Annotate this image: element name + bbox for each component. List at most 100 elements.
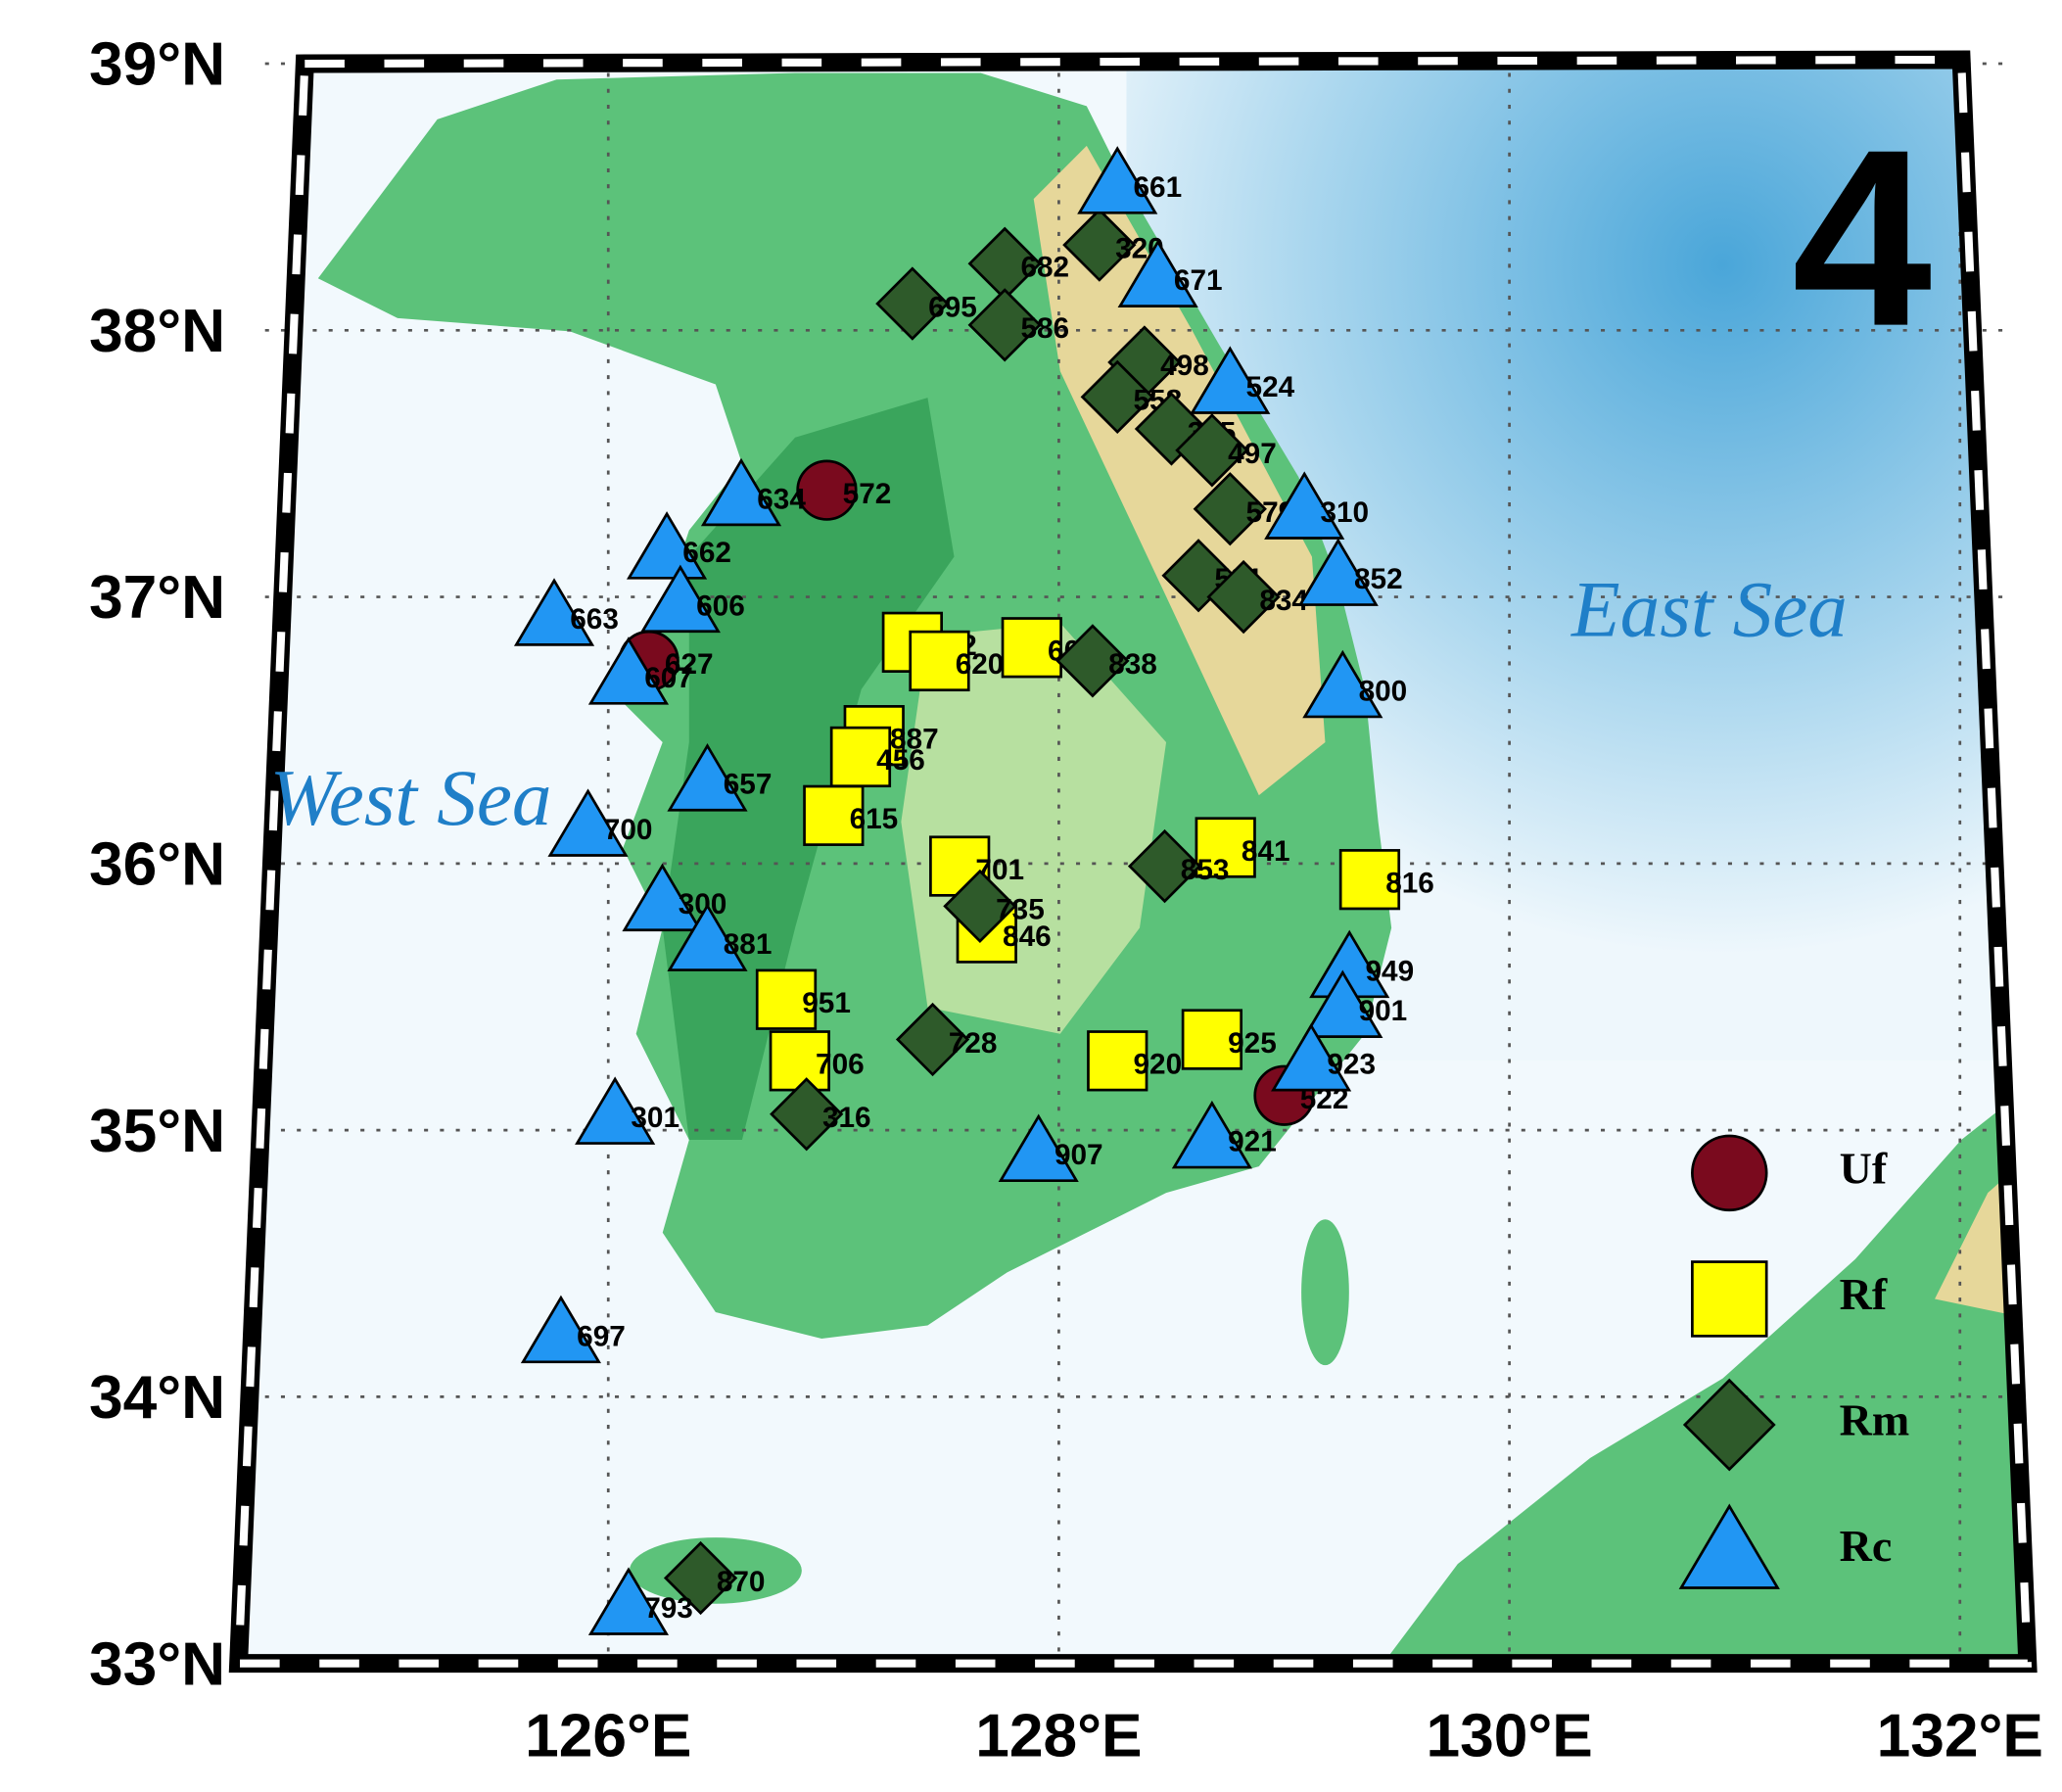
panel-label: 4 <box>1792 98 1934 379</box>
sea-label: West Sea <box>270 754 552 842</box>
station-label: 497 <box>1228 438 1277 470</box>
station-label: 586 <box>1020 312 1069 345</box>
station-label: 700 <box>604 814 653 846</box>
station-label: 951 <box>802 987 851 1019</box>
marker-square <box>1181 1009 1243 1070</box>
marker-square <box>755 968 818 1030</box>
station-label: 921 <box>1228 1126 1277 1158</box>
marker-triangle <box>700 457 782 527</box>
marker-diamond <box>967 288 1042 362</box>
station-label: 841 <box>1242 835 1290 868</box>
marker-circle <box>1691 1134 1768 1212</box>
lon-tick-label: 132°E <box>1877 1702 2043 1769</box>
stations: 5726275226026206088874566157018468418169… <box>513 146 1434 1635</box>
legend-label: Rf <box>1840 1269 1888 1319</box>
station-label: 498 <box>1160 350 1209 382</box>
marker-triangle <box>575 1076 656 1145</box>
marker-square <box>1691 1260 1768 1338</box>
marker-triangle <box>1171 1100 1252 1169</box>
marker-triangle <box>1271 1022 1352 1092</box>
marker-square <box>803 784 865 846</box>
legend-label: Uf <box>1840 1143 1888 1193</box>
station-label: 663 <box>570 603 619 636</box>
station-label: 671 <box>1174 264 1223 297</box>
marker-triangle <box>1077 146 1158 214</box>
station-label: 627 <box>665 648 714 681</box>
station-label: 606 <box>696 589 745 622</box>
marker-triangle <box>667 903 748 971</box>
marker-triangle <box>639 564 721 634</box>
station-label: 920 <box>1133 1049 1182 1081</box>
lat-tick-label: 37°N <box>89 564 225 632</box>
marker-square <box>1087 1030 1148 1092</box>
station-label: 907 <box>1054 1139 1103 1171</box>
marker-triangle <box>520 1295 602 1364</box>
marker-triangle <box>1264 471 1345 540</box>
marker-triangle <box>1302 969 1383 1038</box>
marker-diamond <box>1127 828 1202 904</box>
marker-diamond <box>1175 413 1249 488</box>
marker-diamond <box>663 1540 738 1616</box>
marker-triangle <box>1678 1503 1780 1589</box>
marker-diamond <box>1080 359 1154 435</box>
marker-triangle <box>587 1567 670 1635</box>
frame-dash <box>234 55 2033 1668</box>
marker-square <box>1338 849 1401 911</box>
marker-triangle <box>622 863 703 932</box>
station-label: 657 <box>724 769 773 801</box>
marker-diamond <box>1062 208 1137 282</box>
station-label: 301 <box>631 1102 680 1134</box>
lat-tick-label: 34°N <box>89 1364 225 1432</box>
lon-tick-label: 130°E <box>1426 1702 1592 1769</box>
station-label: 661 <box>1133 171 1182 204</box>
station-label: 800 <box>1359 675 1408 707</box>
marker-diamond <box>1134 392 1209 466</box>
sea-label: East Sea <box>1570 566 1848 654</box>
station-label: 925 <box>1228 1027 1277 1060</box>
lat-tick-label: 33°N <box>89 1630 225 1698</box>
lat-tick-label: 35°N <box>89 1098 225 1165</box>
marker-diamond <box>1206 559 1281 635</box>
station-label: 887 <box>890 723 939 755</box>
station-label: 735 <box>996 894 1045 926</box>
station-label: 662 <box>682 537 731 569</box>
station-label: 607 <box>644 662 693 694</box>
station-label: 834 <box>1259 585 1308 617</box>
station-label: 316 <box>822 1102 871 1134</box>
station-label: 697 <box>577 1320 626 1352</box>
station-label: 853 <box>1181 854 1230 886</box>
marker-circle <box>796 459 858 521</box>
legend: Uf Rf Rm Rc <box>1678 1134 1909 1589</box>
marker-diamond <box>1055 624 1130 698</box>
station-label: 682 <box>1020 251 1069 283</box>
marker-diamond <box>943 869 1017 944</box>
station-label: 870 <box>717 1566 766 1598</box>
station-label: 524 <box>1246 371 1295 403</box>
station-label: 852 <box>1354 563 1403 595</box>
marker-square <box>769 1030 830 1092</box>
station-label: 634 <box>757 483 806 515</box>
station-label: 728 <box>949 1027 998 1060</box>
station-label: 793 <box>644 1592 693 1625</box>
lon-tick-label: 128°E <box>975 1702 1142 1769</box>
station-label: 923 <box>1327 1049 1376 1081</box>
station-label: 949 <box>1365 955 1414 987</box>
station-label: 881 <box>724 928 773 961</box>
lat-tick-label: 39°N <box>89 31 225 99</box>
marker-triangle <box>1297 538 1379 606</box>
station-label: 901 <box>1359 995 1408 1027</box>
marker-triangle <box>998 1113 1079 1183</box>
station-label: 456 <box>876 744 925 777</box>
marker-square <box>1195 817 1256 878</box>
marker-diamond <box>875 266 950 341</box>
station-label: 572 <box>843 478 892 510</box>
station-label: 695 <box>928 291 977 323</box>
marker-square <box>1001 617 1062 679</box>
station-label: 706 <box>816 1049 865 1081</box>
marker-triangle <box>587 637 670 705</box>
station-label: 838 <box>1108 648 1157 681</box>
marker-triangle <box>547 788 629 857</box>
lat-tick-label: 38°N <box>89 298 225 365</box>
lat-tick-label: 36°N <box>89 830 225 898</box>
station-label: 615 <box>850 803 899 835</box>
